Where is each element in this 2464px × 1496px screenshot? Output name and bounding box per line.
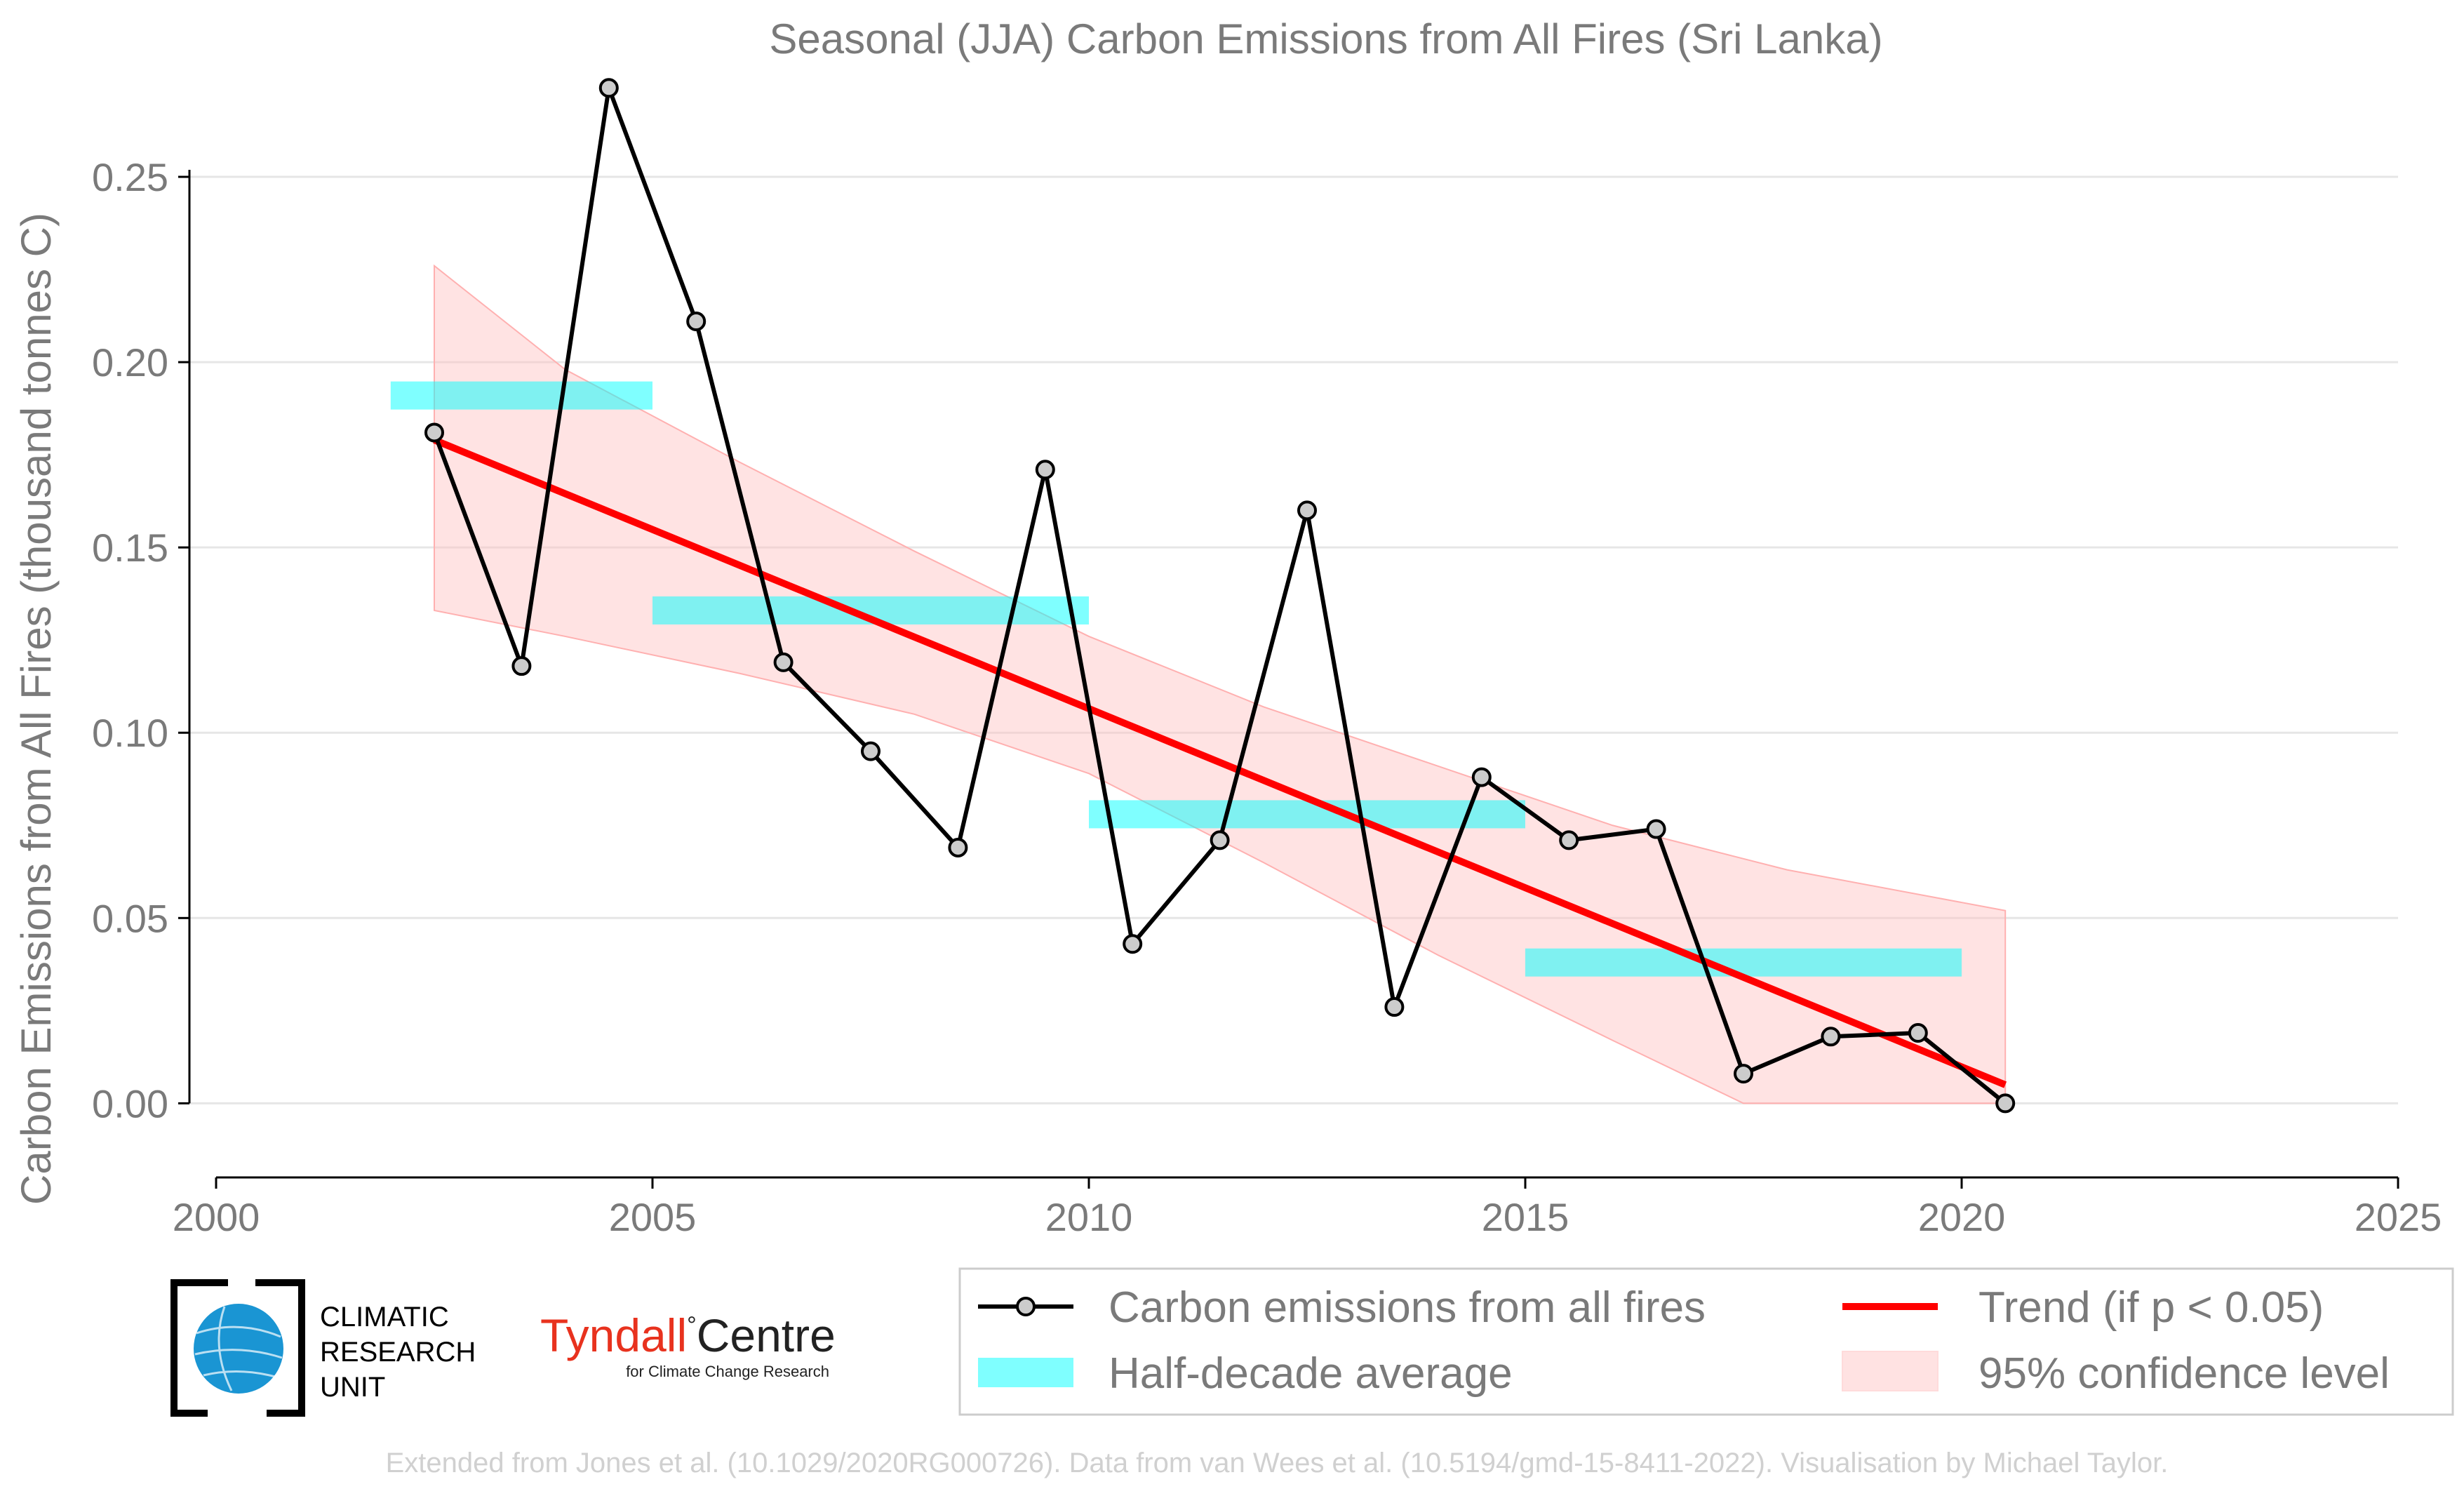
legend-label-confidence: 95% confidence level (1978, 1349, 2390, 1398)
chart-title: Seasonal (JJA) Carbon Emissions from All… (769, 15, 1882, 62)
axes (178, 170, 2399, 1189)
emissions-point-2 (598, 78, 619, 98)
legend-marker-emissions (1016, 1297, 1036, 1316)
emissions-point-0 (424, 422, 444, 443)
tyndall-logo: Tyndall°Centre for Climate Change Resear… (540, 1309, 836, 1380)
cru-name-line-3: UNIT (320, 1372, 385, 1403)
credit-line: Extended from Jones et al. (10.1029/2020… (386, 1448, 2169, 1478)
y-tick-label-5: 0.25 (92, 155, 168, 199)
confidence-band-area (434, 264, 2007, 1104)
x-tick-label-3: 2015 (1482, 1195, 1569, 1239)
y-tick-label-3: 0.15 (92, 526, 168, 570)
y-tick-label-1: 0.05 (92, 896, 168, 940)
legend-swatch-half-decade (978, 1358, 1073, 1387)
cru-globe-icon (194, 1304, 283, 1394)
emissions-point-11 (1384, 997, 1405, 1017)
emissions-point-14 (1646, 819, 1666, 839)
trend-line (433, 436, 2007, 1088)
emissions-point-10 (1297, 500, 1317, 521)
emissions-point-3 (686, 312, 707, 332)
emissions-point-9 (1210, 830, 1230, 850)
emissions-point-15 (1734, 1064, 1753, 1084)
emissions-point-8 (1123, 934, 1143, 954)
cru-logo: CLIMATIC RESEARCH UNIT (170, 1279, 476, 1417)
y-tick-label-0: 0.00 (92, 1081, 168, 1126)
legend: Carbon emissions from all fires Half-dec… (958, 1267, 2454, 1416)
x-tick-label-2: 2010 (1045, 1195, 1133, 1239)
half-decade-bar-3 (1525, 948, 1962, 977)
cru-name-line-1: CLIMATIC (320, 1302, 449, 1333)
emissions-point-18 (1995, 1093, 2016, 1114)
half-decade-bar-0 (390, 381, 652, 410)
legend-frame (958, 1267, 2454, 1416)
emissions-line (424, 78, 2016, 1114)
cru-name-line-2: RESEARCH (320, 1337, 476, 1368)
trend-line-segment (433, 436, 2007, 1088)
tyndall-subtitle: for Climate Change Research (626, 1363, 829, 1380)
x-tick-label-0: 2000 (173, 1195, 260, 1239)
gridlines (189, 175, 2398, 1104)
y-tick-label-2: 0.10 (92, 711, 168, 755)
legend-label-half-decade: Half-decade average (1109, 1349, 1513, 1398)
emissions-point-1 (511, 656, 532, 676)
emissions-point-7 (1035, 460, 1055, 480)
x-tick-label-1: 2005 (609, 1195, 697, 1239)
half-decade-bar-2 (1089, 800, 1525, 829)
cru-globe-lines (194, 1306, 283, 1391)
tyndall-wordmark: Tyndall°Centre (540, 1309, 836, 1361)
confidence-band (434, 264, 2007, 1104)
legend-label-emissions: Carbon emissions from all fires (1109, 1283, 1706, 1332)
emissions-point-4 (773, 652, 794, 672)
emissions-point-16 (1821, 1027, 1841, 1047)
emissions-point-6 (948, 837, 968, 857)
legend-label-trend: Trend (if p < 0.05) (1978, 1283, 2324, 1332)
x-tick-label-5: 2025 (2355, 1195, 2442, 1239)
emissions-point-17 (1908, 1023, 1928, 1043)
y-axis-label: Carbon Emissions from All Fires (thousan… (13, 213, 60, 1205)
cru-logo-frame (170, 1279, 305, 1417)
x-tick-label-4: 2020 (1918, 1195, 2006, 1239)
y-tick-label-4: 0.20 (92, 340, 168, 385)
tick-labels: 0.00 0.05 0.10 0.15 0.20 0.25 2000 2005 2010 2015… (92, 155, 2442, 1239)
emissions-point-12 (1471, 767, 1492, 787)
emissions-point-13 (1559, 830, 1579, 850)
emissions-point-5 (861, 741, 881, 761)
legend-swatch-confidence (1842, 1351, 1939, 1391)
